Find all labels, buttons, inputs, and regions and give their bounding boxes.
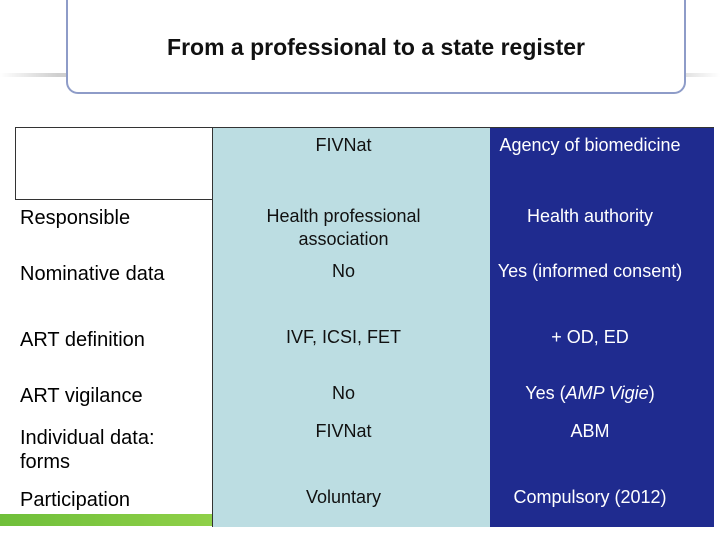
cell-fivnat-art-definition: IVF, ICSI, FET [285, 327, 401, 347]
cell-fivnat-art-vigilance: No [331, 383, 355, 403]
comparison-table [15, 127, 714, 527]
row-label-responsible: Responsible [20, 207, 131, 229]
cell-abm-responsible: Health authority [526, 206, 654, 226]
abm-column [490, 127, 714, 527]
fivnat-column [212, 127, 490, 527]
title-box: From a professional to a state register [66, 0, 686, 94]
cell-abm-nominative-data: Yes (informed consent) [497, 261, 683, 281]
cell-fivnat-individual-data: FIVNat [315, 421, 372, 441]
cell-abm-art-vigilance: Yes (AMP Vigie) [478, 382, 702, 405]
row-label-participation: Participation [20, 489, 131, 511]
header-fivnat: FIVNat [315, 135, 372, 155]
slide-title: From a professional to a state register [167, 34, 585, 60]
cell-fivnat-participation: Voluntary [305, 487, 382, 507]
cell-abm-participation: Compulsory (2012) [513, 487, 667, 507]
row-label-art-definition: ART definition [20, 329, 145, 351]
accent-bar [0, 514, 212, 526]
row-label-individual-data: Individual data: forms [20, 427, 155, 473]
empty-header-cell [15, 127, 212, 200]
cell-fivnat-nominative-data: No [331, 261, 355, 281]
header-abm: Agency of biomedicine [499, 135, 681, 155]
cell-abm-art-definition: + OD, ED [551, 327, 629, 347]
cell-abm-individual-data: ABM [570, 421, 610, 441]
abm-vigilance-name: AMP Vigie [565, 383, 649, 403]
row-label-art-vigilance: ART vigilance [20, 385, 143, 407]
abm-vigilance-suffix: ) [648, 383, 655, 403]
abm-vigilance-prefix: Yes ( [525, 383, 566, 403]
row-label-nominative-data: Nominative data [20, 263, 165, 285]
cell-fivnat-responsible: Health professional association [266, 206, 421, 249]
row-label-column [15, 127, 212, 527]
